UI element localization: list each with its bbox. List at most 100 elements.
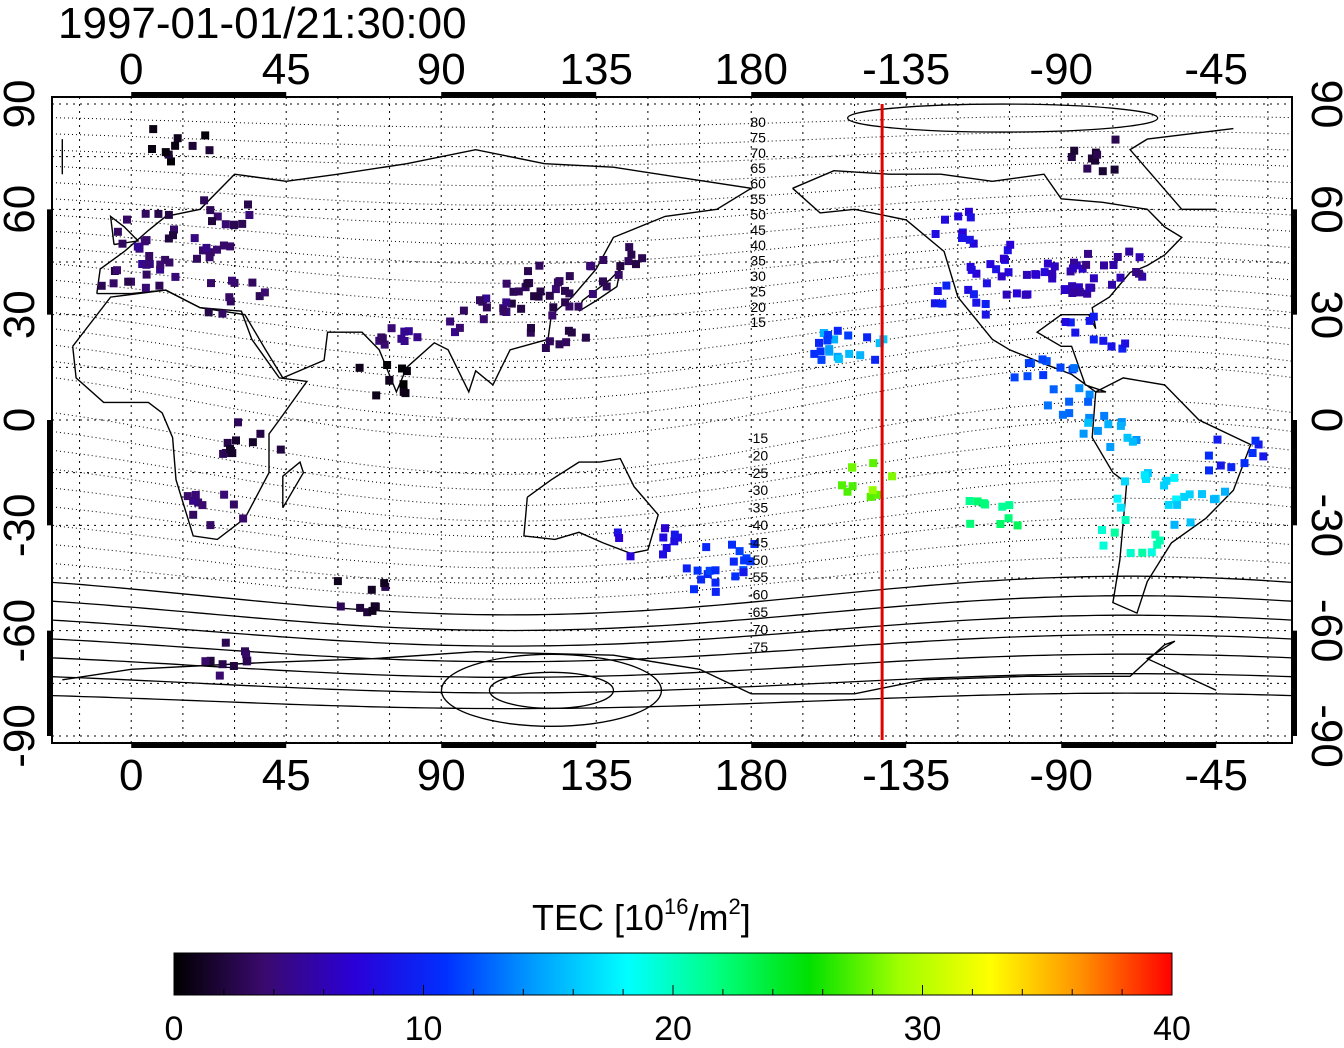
tec-point: [992, 265, 1001, 274]
tec-point: [670, 530, 679, 539]
tec-point: [171, 272, 180, 281]
contour-line: [52, 419, 1292, 491]
tec-point: [817, 355, 826, 364]
tec-point: [229, 662, 238, 670]
tec-point: [371, 602, 380, 611]
tec-point: [1113, 494, 1122, 503]
tec-point: [868, 486, 877, 495]
contour-line: [52, 575, 1292, 616]
contour-label: 30: [750, 268, 766, 284]
tec-point: [524, 267, 532, 276]
contour-line: [52, 614, 1292, 647]
tec-point: [844, 331, 853, 340]
contour-line: [52, 458, 1292, 522]
tec-point: [1061, 318, 1070, 326]
lat-label-left: -90: [0, 704, 44, 768]
tec-point: [459, 306, 468, 315]
tec-point: [372, 391, 381, 400]
tec-point: [1066, 318, 1075, 327]
coastlines: [61, 127, 1252, 695]
tec-point: [1010, 373, 1019, 382]
axis-bar: [131, 92, 287, 98]
tec-point: [834, 354, 843, 363]
tec-point: [1204, 451, 1213, 460]
colorbar-tick-label: 30: [904, 1010, 942, 1048]
tec-point: [981, 310, 990, 319]
tec-point: [226, 444, 234, 453]
lon-label-top: 45: [262, 45, 311, 94]
tec-point: [219, 241, 228, 250]
tec-point: [1023, 372, 1032, 381]
tec-point: [561, 298, 570, 307]
tec-point: [141, 283, 150, 292]
contour-line: [52, 478, 1292, 538]
tec-point: [823, 336, 832, 345]
tec-point: [1109, 261, 1118, 269]
lon-label-bottom: -90: [1029, 751, 1093, 800]
contour-label: 50: [750, 206, 766, 222]
tec-point: [1216, 461, 1225, 470]
tec-point: [517, 304, 526, 313]
tec-point: [930, 299, 939, 308]
tec-point: [155, 281, 164, 290]
coastline-path: [1091, 377, 1252, 615]
contour-line: [52, 146, 1292, 167]
tec-point: [536, 287, 545, 296]
tec-point: [869, 459, 878, 468]
tec-point: [228, 276, 236, 285]
tec-point: [336, 602, 345, 611]
tec-point: [401, 389, 410, 398]
tec-point: [615, 534, 624, 542]
tec-point: [964, 207, 973, 216]
tec-point: [848, 482, 857, 491]
axis-bar: [1061, 742, 1217, 748]
tec-point: [133, 242, 142, 251]
tec-point: [1043, 259, 1052, 268]
tec-point: [1100, 411, 1109, 420]
tec-point: [113, 227, 122, 236]
tec-point: [1251, 436, 1260, 445]
lon-label-top: -90: [1029, 45, 1093, 94]
tec-point: [1106, 443, 1115, 451]
tec-point: [843, 487, 852, 496]
tec-point: [1099, 541, 1108, 550]
axis-bar: [441, 742, 597, 748]
tec-point: [1098, 167, 1107, 176]
tec-point: [1093, 150, 1102, 159]
tec-point: [1085, 413, 1094, 422]
tec-point: [191, 490, 200, 499]
colorbar-tick-label: 0: [165, 1010, 184, 1048]
tec-point: [1085, 316, 1094, 325]
tec-point: [1153, 540, 1162, 549]
tec-point: [387, 324, 396, 333]
tec-point: [997, 272, 1006, 281]
contour-label: 55: [750, 191, 766, 207]
tec-point: [824, 331, 833, 339]
tec-point: [661, 524, 669, 533]
tec-point: [207, 279, 215, 288]
tec-point: [226, 297, 235, 306]
tec-point: [260, 288, 269, 297]
tec-point: [1024, 359, 1033, 368]
tec-point: [888, 472, 897, 481]
tec-point: [1151, 530, 1160, 539]
contour-label: 65: [750, 160, 766, 176]
tec-point: [1089, 335, 1098, 344]
tec-point: [248, 278, 257, 287]
tec-point: [206, 248, 215, 257]
tec-point: [1075, 288, 1084, 297]
tec-point: [142, 270, 151, 279]
tec-point: [142, 260, 151, 269]
contour-label: -60: [748, 587, 768, 603]
tec-point: [161, 148, 170, 157]
tec-point: [964, 285, 973, 294]
tec-point: [731, 572, 740, 581]
tec-point: [810, 349, 819, 358]
tec-point: [1022, 270, 1031, 279]
tec-point: [1121, 516, 1130, 524]
tec-point: [527, 324, 535, 332]
tec-point: [189, 496, 198, 505]
tec-point: [1180, 492, 1189, 501]
lat-label-left: 0: [0, 408, 44, 432]
